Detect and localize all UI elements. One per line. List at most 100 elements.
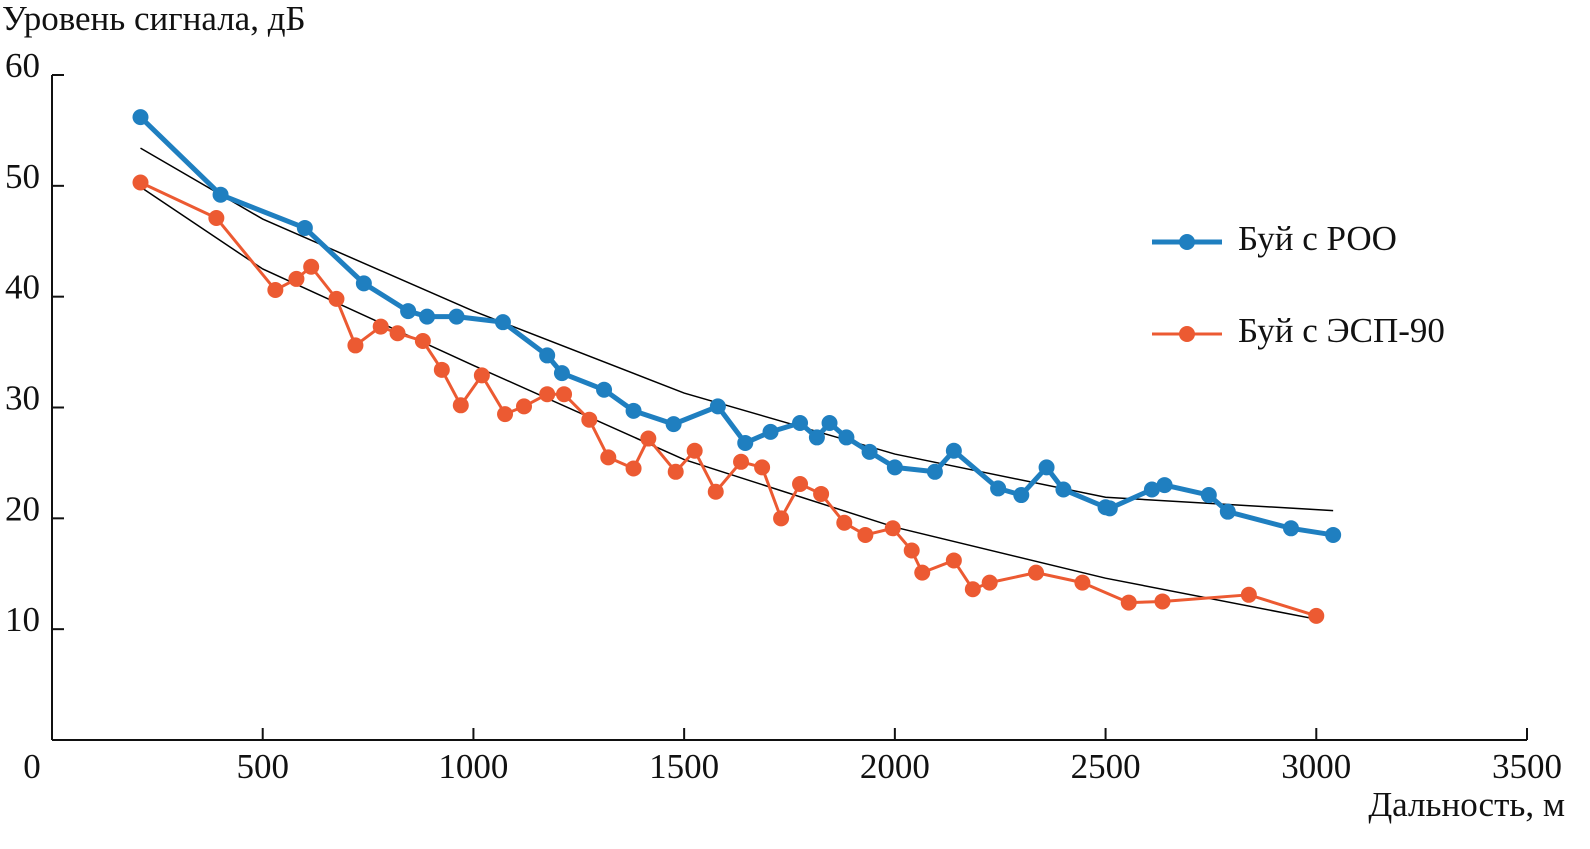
data-point	[516, 398, 532, 415]
data-point	[733, 453, 750, 470]
y-tick-label: 10	[5, 600, 40, 639]
data-point	[884, 520, 901, 537]
data-point	[328, 290, 345, 307]
data-point	[914, 564, 931, 581]
data-point	[355, 275, 372, 292]
data-point	[208, 209, 225, 226]
data-point	[945, 442, 962, 459]
data-point	[886, 459, 903, 476]
data-point	[1325, 526, 1342, 543]
data-point	[762, 423, 779, 440]
y-axis-title: Уровень сигнала, дБ	[2, 0, 306, 38]
data-point	[303, 258, 320, 275]
y-tick-label: 30	[5, 379, 40, 418]
data-point	[372, 318, 389, 335]
data-point	[473, 367, 490, 384]
x-tick-label: 1000	[438, 747, 508, 786]
data-point	[838, 429, 855, 446]
data-point	[1143, 481, 1160, 498]
data-point	[792, 475, 809, 492]
data-point	[861, 443, 878, 460]
data-point	[1200, 487, 1217, 504]
data-point	[494, 314, 511, 331]
data-point	[539, 386, 556, 403]
data-point	[990, 480, 1007, 497]
legend-marker	[1179, 234, 1195, 250]
x-axis-title: Дальность, м	[1368, 785, 1565, 824]
data-point	[836, 514, 853, 531]
legend-label: Буй с РОО	[1238, 219, 1397, 258]
data-point	[707, 483, 724, 500]
data-point	[1240, 586, 1257, 603]
data-point	[132, 109, 149, 126]
data-point	[1028, 564, 1045, 581]
data-point	[581, 411, 598, 428]
x-tick-label: 2500	[1071, 747, 1141, 786]
x-tick-label: 500	[236, 747, 289, 786]
x-tick-label: 1500	[649, 747, 719, 786]
data-point	[754, 459, 771, 476]
data-point	[347, 337, 364, 354]
data-point	[926, 463, 943, 480]
data-point	[821, 415, 838, 432]
legend-label: Буй с ЭСП-90	[1238, 311, 1445, 350]
data-point	[1219, 503, 1236, 520]
data-point	[267, 282, 284, 299]
data-point	[288, 270, 305, 287]
y-tick-label: 20	[5, 489, 40, 528]
trend-line	[140, 147, 1334, 512]
data-point	[497, 406, 514, 423]
data-point	[556, 386, 573, 403]
data-point	[389, 325, 406, 342]
data-point	[539, 347, 556, 364]
data-point	[1156, 477, 1173, 494]
x-tick-label: 0	[23, 747, 41, 786]
data-point	[640, 430, 657, 447]
y-tick-label: 50	[5, 157, 40, 196]
data-point	[414, 333, 431, 349]
x-tick-label: 3000	[1281, 747, 1351, 786]
data-point	[448, 308, 465, 325]
data-point	[792, 415, 809, 432]
data-point	[600, 449, 617, 466]
legend-marker	[1179, 326, 1195, 342]
data-point	[1308, 607, 1325, 624]
data-point	[665, 416, 682, 433]
series-line	[138, 115, 1334, 538]
data-point	[709, 398, 726, 415]
x-tick-label: 3500	[1492, 747, 1562, 786]
data-point	[625, 460, 642, 477]
trend-line	[140, 186, 1317, 620]
data-point	[296, 219, 313, 236]
series-line	[139, 181, 1317, 618]
data-point	[625, 402, 642, 419]
data-point	[857, 526, 874, 543]
data-point	[1055, 481, 1072, 498]
data-point	[553, 365, 570, 382]
data-point	[452, 397, 469, 414]
data-point	[419, 308, 436, 325]
data-point	[945, 552, 962, 569]
data-point	[981, 574, 998, 591]
data-point	[212, 186, 229, 203]
data-point	[1120, 594, 1137, 611]
x-tick-label: 2000	[860, 747, 930, 786]
data-point	[400, 303, 417, 320]
data-point	[686, 442, 703, 459]
y-tick-label: 40	[5, 268, 40, 307]
data-point	[737, 434, 754, 451]
data-point	[1074, 574, 1091, 591]
y-tick-label: 60	[5, 46, 40, 85]
data-point	[808, 429, 825, 446]
data-point	[813, 485, 830, 502]
data-point	[596, 381, 613, 398]
data-point	[433, 361, 450, 378]
data-point	[1154, 593, 1171, 610]
data-point	[1013, 487, 1030, 504]
data-point	[773, 510, 790, 527]
data-point	[903, 542, 920, 559]
data-point	[667, 463, 684, 480]
data-point	[1283, 520, 1299, 537]
data-point	[132, 174, 149, 191]
